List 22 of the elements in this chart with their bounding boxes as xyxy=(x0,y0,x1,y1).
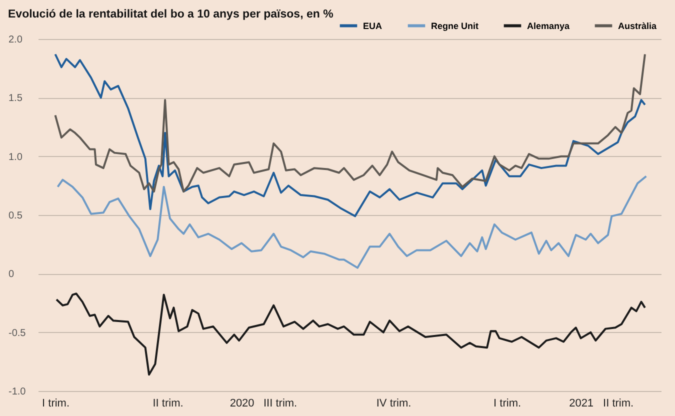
legend-label: Alemanya xyxy=(527,20,571,31)
y-tick-label: 2.0 xyxy=(8,34,23,46)
y-tick-label: -0.5 xyxy=(8,328,26,339)
legend-label: Austràlia xyxy=(618,20,658,31)
x-tick-label: IV trim. xyxy=(376,398,412,410)
x-tick-label: 2020 xyxy=(230,398,254,410)
y-tick-label: 0 xyxy=(8,269,14,280)
x-tick-label: III trim. xyxy=(263,398,298,410)
x-tick-label: I trim. xyxy=(42,398,70,410)
legend-label: Regne Unit xyxy=(431,20,479,31)
x-tick-label: 2021 xyxy=(569,398,594,410)
y-tick-label: -1.0 xyxy=(8,386,26,398)
y-tick-label: 1.0 xyxy=(8,152,23,163)
line-series xyxy=(56,175,648,269)
x-tick-label: II trim. xyxy=(603,398,634,410)
x-tick-label: I trim. xyxy=(494,398,522,410)
x-tick-label: II trim. xyxy=(152,398,184,410)
y-tick-label: 0.5 xyxy=(8,210,23,222)
y-tick-label: 1.5 xyxy=(8,93,23,104)
legend-label: EUA xyxy=(363,20,382,31)
chart-title: Evolució de la rentabilitat del bo a 10 anys per països, en % xyxy=(8,8,334,20)
line-series xyxy=(56,292,646,376)
